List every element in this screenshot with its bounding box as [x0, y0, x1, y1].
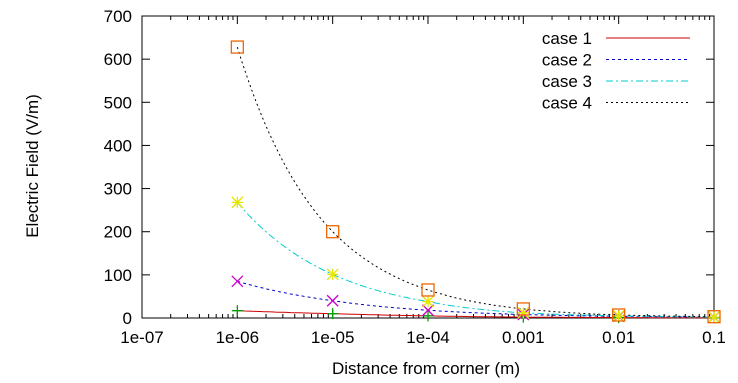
legend-entry: case 2	[542, 51, 690, 70]
x-tick-label: 0.1	[702, 328, 726, 347]
data-point	[517, 306, 530, 319]
x-axis-label: Distance from corner (m)	[332, 359, 520, 378]
x-tick-label: 0.001	[502, 328, 545, 347]
data-point	[422, 295, 434, 308]
series-lines	[236, 46, 714, 319]
series-line-case-2	[237, 280, 714, 318]
data-point	[422, 304, 434, 317]
data-point	[230, 40, 244, 54]
data-point	[612, 308, 626, 322]
series-markers	[230, 40, 721, 324]
data-point	[422, 310, 434, 322]
x-tick-label: 0.01	[602, 328, 635, 347]
legend-label: case 2	[542, 51, 592, 70]
y-tick-label: 0	[123, 309, 132, 328]
x-tick-label: 1e-04	[406, 328, 449, 347]
plot-frame	[141, 15, 715, 319]
y-tick-label: 300	[104, 180, 132, 199]
data-point	[612, 309, 625, 322]
legend-entry: case 4	[542, 94, 690, 113]
data-point	[231, 196, 244, 209]
y-tick-label: 500	[104, 93, 132, 112]
data-point	[231, 305, 243, 317]
y-axis-label: Electric Field (V/m)	[23, 94, 42, 238]
legend-entry: case 1	[542, 29, 690, 48]
legend-label: case 1	[542, 29, 592, 48]
series-line-case-1	[237, 310, 714, 319]
data-point	[327, 308, 339, 320]
y-tick-label: 200	[104, 223, 132, 242]
legend: case 1 case 2 case 3 case 4	[542, 29, 690, 113]
data-point	[708, 311, 720, 324]
axes: 1e-07 1e-06 1e-05 1e-04 0.001 0.01 0.1 0 100 200 3…	[104, 7, 726, 347]
series-line-case-3	[236, 202, 714, 318]
data-point	[707, 310, 721, 324]
series-line-case-4	[236, 46, 714, 318]
data-point	[516, 302, 530, 316]
legend-label: case 4	[542, 94, 592, 113]
data-point	[231, 275, 244, 288]
data-point	[326, 268, 339, 281]
y-tick-label: 600	[104, 50, 132, 69]
x-tick-label: 1e-06	[216, 328, 259, 347]
data-point	[421, 283, 435, 297]
y-tick-label: 400	[104, 136, 132, 155]
data-point	[326, 225, 340, 239]
legend-label: case 3	[542, 72, 592, 91]
data-point	[326, 294, 339, 307]
x-tick-label: 1e-05	[311, 328, 354, 347]
x-tick-label: 1e-07	[120, 328, 163, 347]
y-tick-label: 700	[104, 7, 132, 26]
legend-entry: case 3	[542, 72, 690, 91]
y-tick-label: 100	[104, 266, 132, 285]
